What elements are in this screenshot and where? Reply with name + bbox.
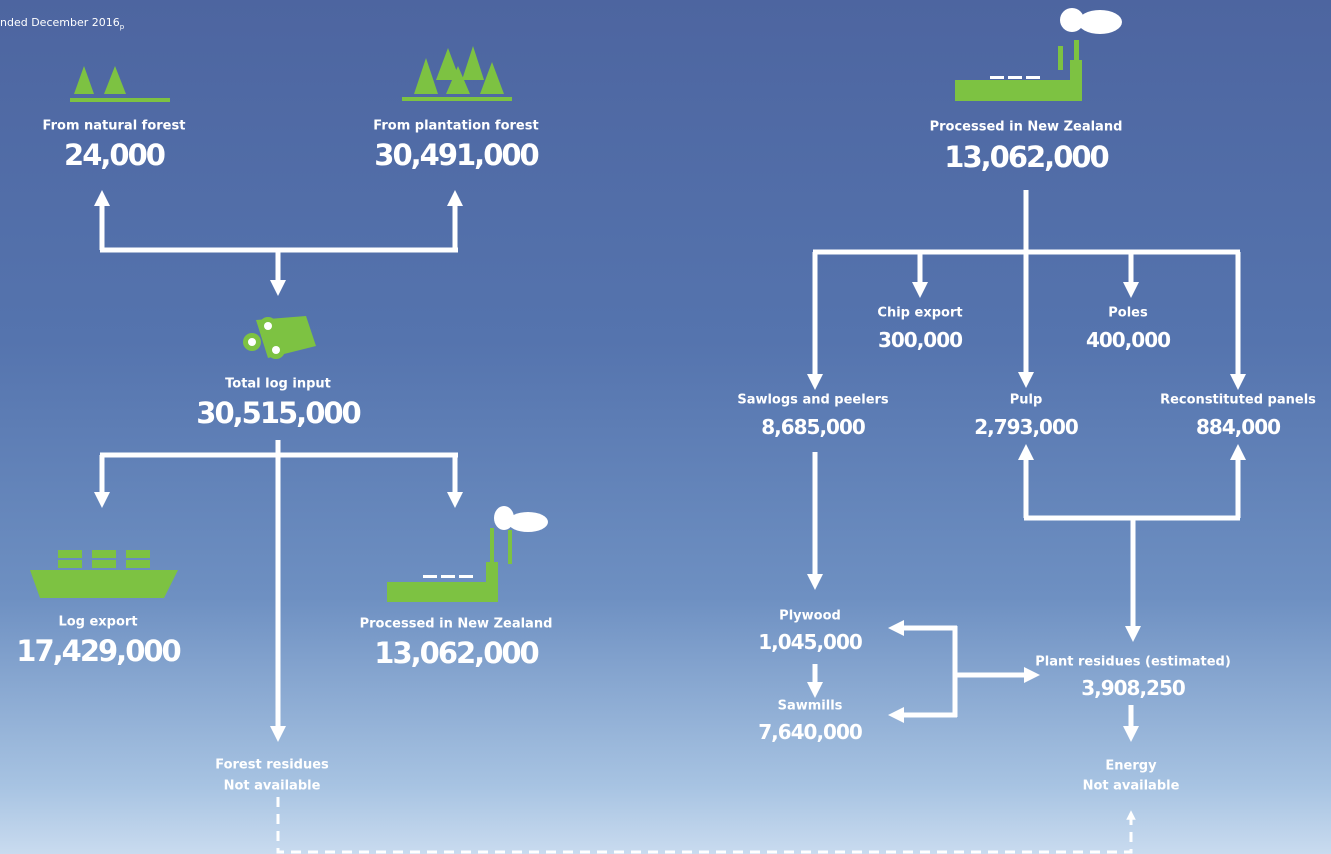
node-label: From plantation forest [373,119,538,134]
node-value: 400,000 [1086,328,1170,352]
node-label: Energy [1105,759,1156,774]
node-value: Not available [1083,779,1180,794]
subtitle-text: nded December 2016 [0,16,120,29]
node-label: Total log input [225,377,331,392]
node-value: 884,000 [1196,415,1280,439]
subtitle-mark: p [120,23,124,31]
page: nded December 2016p From natural forest 2… [0,0,1331,854]
node-value: 3,908,250 [1081,676,1185,700]
icons [30,40,1082,602]
node-value: 30,515,000 [196,396,359,430]
node-label: Sawlogs and peelers [737,393,888,408]
node-value: 300,000 [878,328,962,352]
node-value: 24,000 [64,138,164,172]
node-label: Plywood [779,609,841,624]
node-label: Plant residues (estimated) [1035,655,1231,670]
node-label: Reconstituted panels [1160,393,1316,408]
subtitle: nded December 2016p [0,16,124,31]
node-value: 8,685,000 [761,415,865,439]
node-value: 2,793,000 [974,415,1078,439]
node-label: From natural forest [43,119,186,134]
node-label: Poles [1108,306,1147,321]
node-label: Processed in New Zealand [360,617,553,632]
node-value: 13,062,000 [374,636,537,670]
node-value: 1,045,000 [758,630,862,654]
node-value: 13,062,000 [944,140,1107,174]
node-value: 30,491,000 [374,138,537,172]
node-label: Pulp [1010,393,1043,408]
node-value: 7,640,000 [758,720,862,744]
node-label: Sawmills [778,699,843,714]
node-label: Forest residues [215,758,329,773]
node-label: Log export [58,615,137,630]
node-label: Chip export [877,306,962,321]
node-value: Not available [224,779,321,794]
node-value: 17,429,000 [16,634,179,668]
arrows [100,190,1240,852]
node-label: Processed in New Zealand [930,120,1123,135]
